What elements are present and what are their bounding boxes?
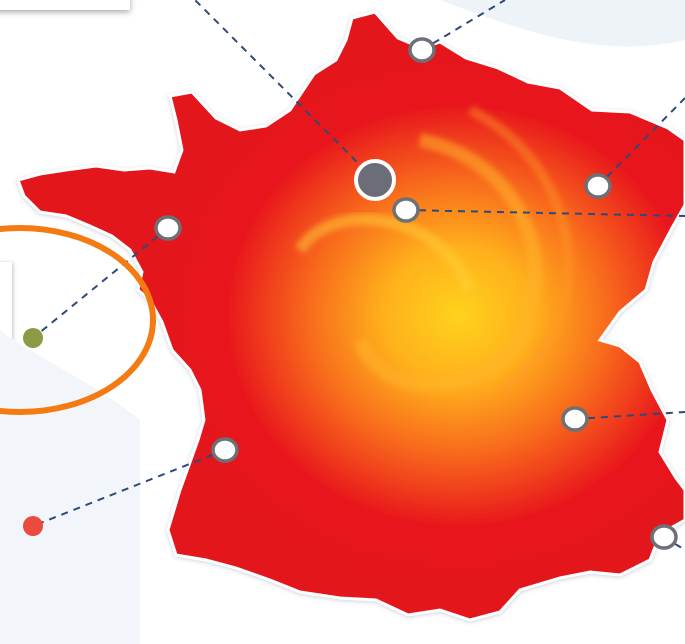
legend-dot-red	[23, 516, 43, 536]
marker-paris-south[interactable]	[392, 197, 420, 223]
marker-lyon[interactable]	[561, 406, 589, 432]
marker-brittany[interactable]	[154, 215, 182, 241]
marker-bordeaux[interactable]	[211, 437, 239, 463]
connector-lyon	[574, 411, 685, 420]
connector-paris-capital	[194, 0, 376, 181]
connector-bordeaux	[32, 449, 226, 527]
top-info-panel	[0, 0, 130, 10]
swirl-streak	[467, 105, 574, 395]
marker-lille[interactable]	[408, 37, 436, 63]
connector-brittany	[32, 227, 169, 339]
legend-dot-green	[23, 328, 43, 348]
marker-strasbourg[interactable]	[584, 173, 612, 199]
highlight-ellipse	[0, 225, 156, 415]
background-swoosh	[0, 330, 140, 644]
marker-marseille[interactable]	[650, 524, 678, 550]
france-shape	[16, 10, 685, 622]
background-swoosh	[440, 0, 685, 47]
swirl-streak	[353, 133, 543, 392]
connector-lille	[421, 0, 506, 51]
marker-paris-capital[interactable]	[354, 159, 396, 201]
swirl-streak	[294, 213, 476, 293]
